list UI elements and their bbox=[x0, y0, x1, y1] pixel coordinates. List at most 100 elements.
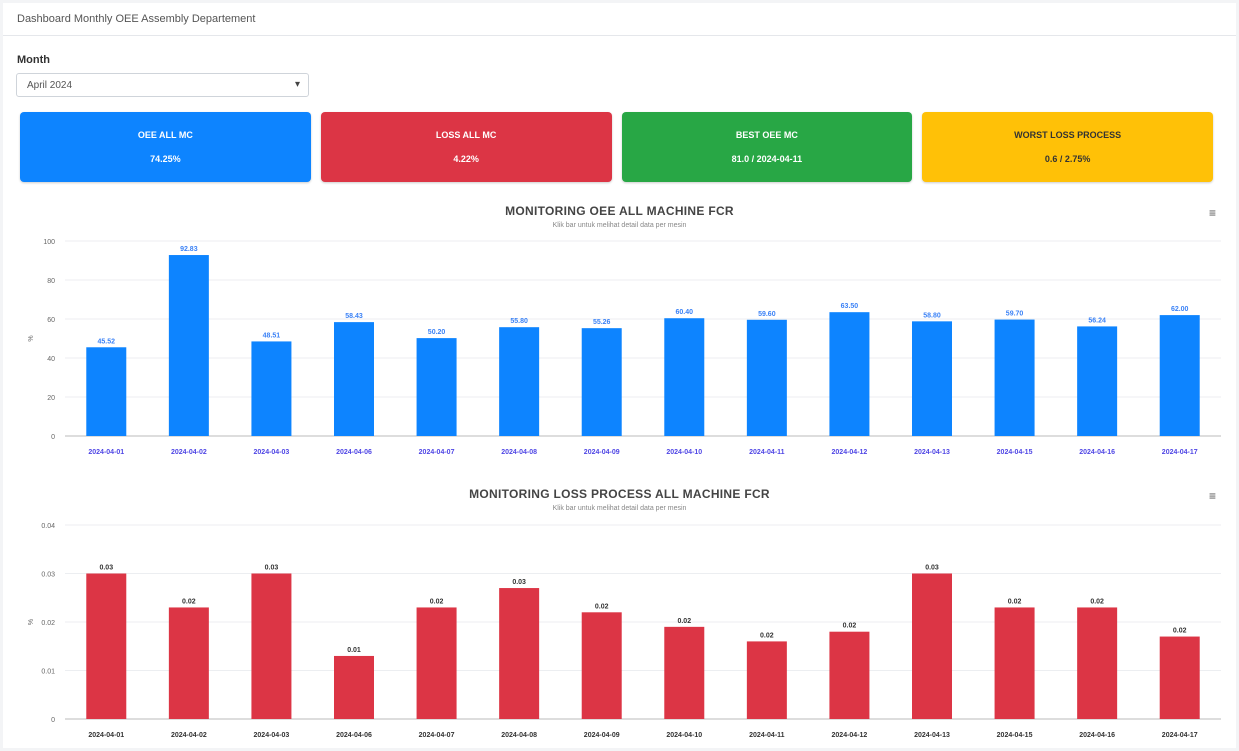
card-value: 74.25% bbox=[150, 154, 181, 164]
month-select[interactable]: April 2024 ▾ bbox=[16, 73, 309, 97]
x-tick-label: 2024-04-02 bbox=[171, 732, 207, 739]
y-tick-label: 100 bbox=[43, 239, 55, 246]
bar[interactable] bbox=[1077, 326, 1118, 436]
bar[interactable] bbox=[664, 318, 705, 436]
data-label: 0.03 bbox=[925, 565, 939, 572]
bar[interactable] bbox=[664, 626, 705, 719]
y-tick-label: 60 bbox=[47, 317, 55, 324]
card-value: 81.0 / 2024-04-11 bbox=[731, 154, 803, 164]
data-label: 59.60 bbox=[758, 311, 776, 318]
x-tick-label: 2024-04-12 bbox=[832, 449, 868, 456]
bar[interactable] bbox=[334, 655, 374, 719]
card-title: LOSS ALL MC bbox=[435, 130, 497, 140]
x-tick-label: 2024-04-17 bbox=[1162, 449, 1198, 456]
bar[interactable] bbox=[86, 573, 127, 720]
month-select-value: April 2024 bbox=[27, 79, 73, 91]
bar[interactable] bbox=[746, 319, 787, 436]
bar[interactable] bbox=[746, 641, 787, 719]
bar[interactable] bbox=[334, 322, 374, 436]
bar[interactable] bbox=[86, 347, 127, 436]
bar[interactable] bbox=[499, 327, 540, 436]
data-label: 50.20 bbox=[428, 329, 446, 336]
oee-chart-menu-icon[interactable]: ≡ bbox=[1208, 206, 1216, 220]
y-tick-label: 0.04 bbox=[41, 523, 55, 530]
data-label: 45.52 bbox=[98, 338, 116, 345]
y-tick-label: 0.03 bbox=[41, 572, 55, 579]
bar[interactable] bbox=[829, 631, 870, 719]
card-title: WORST LOSS PROCESS bbox=[1014, 130, 1122, 140]
chevron-down-icon: ▾ bbox=[294, 79, 300, 90]
x-tick-label: 2024-04-12 bbox=[832, 732, 868, 739]
x-tick-label: 2024-04-07 bbox=[419, 449, 455, 456]
x-tick-label: 2024-04-06 bbox=[336, 732, 372, 739]
data-label: 56.24 bbox=[1088, 317, 1106, 324]
bar[interactable] bbox=[829, 312, 870, 436]
bar[interactable] bbox=[499, 588, 540, 719]
data-label: 0.03 bbox=[265, 565, 279, 572]
bar[interactable] bbox=[416, 338, 457, 436]
data-label: 59.70 bbox=[1006, 311, 1024, 318]
y-tick-label: 0.02 bbox=[41, 620, 55, 627]
loss-chart-title: MONITORING LOSS PROCESS ALL MACHINE FCR bbox=[469, 487, 770, 501]
x-tick-label: 2024-04-03 bbox=[254, 449, 290, 456]
data-label: 62.00 bbox=[1171, 306, 1189, 313]
y-tick-label: 40 bbox=[47, 356, 55, 363]
x-tick-label: 2024-04-08 bbox=[501, 449, 537, 456]
x-tick-label: 2024-04-16 bbox=[1079, 732, 1115, 739]
card-value: 4.22% bbox=[453, 154, 479, 164]
bar[interactable] bbox=[912, 573, 952, 720]
x-tick-label: 2024-04-09 bbox=[584, 732, 620, 739]
card-loss-all-mc: LOSS ALL MC 4.22% bbox=[320, 112, 612, 182]
data-label: 63.50 bbox=[841, 303, 859, 310]
x-tick-label: 2024-04-11 bbox=[749, 449, 785, 456]
x-tick-label: 2024-04-06 bbox=[336, 449, 372, 456]
card-value: 0.6 / 2.75% bbox=[1044, 154, 1091, 164]
card-worst-loss-process: WORST LOSS PROCESS 0.6 / 2.75% bbox=[922, 112, 1213, 182]
bar[interactable] bbox=[416, 607, 457, 719]
data-label: 0.02 bbox=[677, 618, 691, 625]
x-tick-label: 2024-04-16 bbox=[1079, 449, 1115, 456]
data-label: 0.01 bbox=[347, 647, 361, 654]
loss-chart-menu-icon[interactable]: ≡ bbox=[1208, 489, 1216, 503]
oee-chart: 0 20 40 60 80 100% 45.52 2024-04-01 92.83 2024-04… bbox=[28, 239, 1221, 456]
data-label: 0.03 bbox=[512, 579, 526, 586]
bar[interactable] bbox=[581, 328, 622, 436]
y-tick-label: 0 bbox=[51, 717, 55, 724]
data-label: 58.43 bbox=[345, 313, 363, 320]
summary-cards: OEE ALL MC 74.25% LOSS ALL MC 4.22% BEST… bbox=[20, 112, 1213, 182]
bar[interactable] bbox=[581, 612, 622, 719]
data-label: 0.02 bbox=[760, 632, 774, 639]
x-tick-label: 2024-04-08 bbox=[501, 732, 537, 739]
bar[interactable] bbox=[1159, 636, 1200, 719]
page-header: Dashboard Monthly OEE Assembly Departeme… bbox=[3, 3, 1236, 36]
bar[interactable] bbox=[1077, 607, 1118, 719]
bar[interactable] bbox=[912, 321, 952, 436]
x-tick-label: 2024-04-03 bbox=[254, 732, 290, 739]
bar[interactable] bbox=[994, 607, 1035, 719]
data-label: 55.80 bbox=[510, 318, 528, 325]
bar[interactable] bbox=[251, 573, 292, 720]
card-best-oee-mc: BEST OEE MC 81.0 / 2024-04-11 bbox=[621, 112, 913, 182]
data-label: 0.02 bbox=[1173, 628, 1187, 635]
y-axis-label: % bbox=[28, 619, 35, 625]
y-tick-label: 0.01 bbox=[41, 669, 55, 676]
bar[interactable] bbox=[251, 341, 292, 436]
bar[interactable] bbox=[168, 607, 209, 719]
dashboard-page: Dashboard Monthly OEE Assembly Departeme… bbox=[3, 3, 1236, 748]
data-label: 0.02 bbox=[1090, 598, 1104, 605]
y-tick-label: 80 bbox=[47, 278, 55, 285]
bar[interactable] bbox=[994, 319, 1035, 436]
y-tick-label: 0 bbox=[51, 434, 55, 441]
data-label: 58.80 bbox=[923, 312, 941, 319]
data-label: 92.83 bbox=[180, 246, 198, 253]
bar[interactable] bbox=[168, 255, 209, 436]
data-label: 0.02 bbox=[1008, 598, 1022, 605]
x-tick-label: 2024-04-13 bbox=[914, 449, 950, 456]
x-tick-label: 2024-04-02 bbox=[171, 449, 207, 456]
data-label: 0.02 bbox=[430, 598, 444, 605]
x-tick-label: 2024-04-01 bbox=[88, 449, 124, 456]
month-filter-label: Month bbox=[17, 54, 50, 66]
card-title: OEE ALL MC bbox=[137, 130, 193, 140]
bar[interactable] bbox=[1159, 315, 1200, 436]
y-axis-label: % bbox=[28, 335, 35, 341]
